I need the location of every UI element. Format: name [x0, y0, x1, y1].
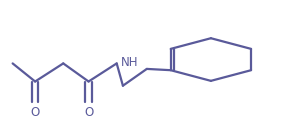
Text: NH: NH	[121, 56, 138, 69]
Text: O: O	[84, 106, 93, 119]
Text: O: O	[30, 106, 40, 119]
